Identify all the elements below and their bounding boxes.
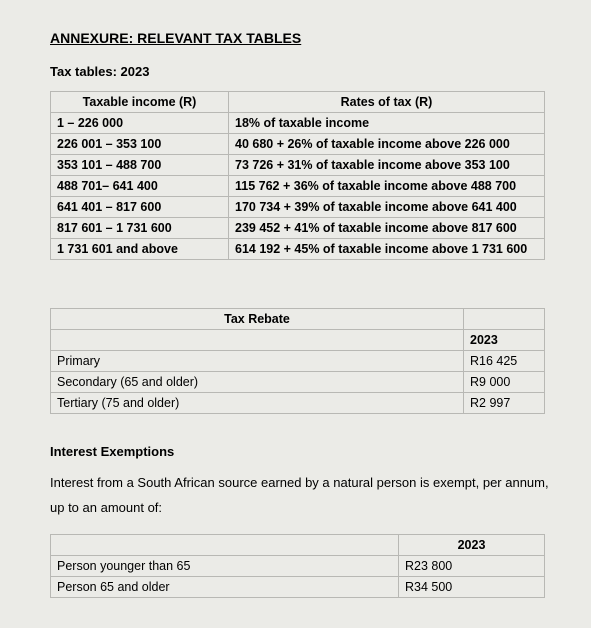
bracket-cell: 641 401 – 817 600 bbox=[51, 197, 229, 218]
table-row: 641 401 – 817 600170 734 + 39% of taxabl… bbox=[51, 197, 545, 218]
rate-cell: 239 452 + 41% of taxable income above 81… bbox=[229, 218, 545, 239]
tax-brackets-table: Taxable income (R) Rates of tax (R) 1 – … bbox=[50, 91, 545, 260]
rebate-header: Tax Rebate bbox=[51, 309, 464, 330]
empty-cell bbox=[51, 330, 464, 351]
table-row: PrimaryR16 425 bbox=[51, 351, 545, 372]
rate-cell: 115 762 + 36% of taxable income above 48… bbox=[229, 176, 545, 197]
exempt-year: 2023 bbox=[399, 535, 545, 556]
empty-cell bbox=[51, 535, 399, 556]
exempt-label: Person 65 and older bbox=[51, 577, 399, 598]
table-row: Person 65 and olderR34 500 bbox=[51, 577, 545, 598]
bracket-cell: 226 001 – 353 100 bbox=[51, 134, 229, 155]
rebate-amount: R2 997 bbox=[464, 393, 545, 414]
table-header-row: Tax Rebate bbox=[51, 309, 545, 330]
bracket-cell: 1 – 226 000 bbox=[51, 113, 229, 134]
rebate-label: Tertiary (75 and older) bbox=[51, 393, 464, 414]
table-row: 2023 bbox=[51, 330, 545, 351]
tax-tables-year-label: Tax tables: 2023 bbox=[50, 64, 561, 79]
tax-rebate-table: Tax Rebate 2023 PrimaryR16 425 Secondary… bbox=[50, 308, 545, 414]
rebate-amount: R9 000 bbox=[464, 372, 545, 393]
table-row: Tertiary (75 and older)R2 997 bbox=[51, 393, 545, 414]
rate-cell: 18% of taxable income bbox=[229, 113, 545, 134]
col-rates-of-tax: Rates of tax (R) bbox=[229, 92, 545, 113]
exempt-label: Person younger than 65 bbox=[51, 556, 399, 577]
table-header-row: Taxable income (R) Rates of tax (R) bbox=[51, 92, 545, 113]
interest-exemptions-text: Interest from a South African source ear… bbox=[50, 471, 561, 520]
table-row: Person younger than 65R23 800 bbox=[51, 556, 545, 577]
table-row: 1 – 226 00018% of taxable income bbox=[51, 113, 545, 134]
table-header-row: 2023 bbox=[51, 535, 545, 556]
interest-exemptions-heading: Interest Exemptions bbox=[50, 444, 561, 459]
table-row: 353 101 – 488 70073 726 + 31% of taxable… bbox=[51, 155, 545, 176]
interest-exemptions-table: 2023 Person younger than 65R23 800 Perso… bbox=[50, 534, 545, 598]
empty-cell bbox=[464, 309, 545, 330]
bracket-cell: 353 101 – 488 700 bbox=[51, 155, 229, 176]
table-row: Secondary (65 and older)R9 000 bbox=[51, 372, 545, 393]
table-row: 226 001 – 353 10040 680 + 26% of taxable… bbox=[51, 134, 545, 155]
exempt-amount: R34 500 bbox=[399, 577, 545, 598]
table-row: 1 731 601 and above614 192 + 45% of taxa… bbox=[51, 239, 545, 260]
rate-cell: 614 192 + 45% of taxable income above 1 … bbox=[229, 239, 545, 260]
rebate-label: Secondary (65 and older) bbox=[51, 372, 464, 393]
rate-cell: 73 726 + 31% of taxable income above 353… bbox=[229, 155, 545, 176]
rebate-amount: R16 425 bbox=[464, 351, 545, 372]
bracket-cell: 488 701– 641 400 bbox=[51, 176, 229, 197]
rebate-label: Primary bbox=[51, 351, 464, 372]
bracket-cell: 817 601 – 1 731 600 bbox=[51, 218, 229, 239]
exempt-amount: R23 800 bbox=[399, 556, 545, 577]
rate-cell: 40 680 + 26% of taxable income above 226… bbox=[229, 134, 545, 155]
bracket-cell: 1 731 601 and above bbox=[51, 239, 229, 260]
col-taxable-income: Taxable income (R) bbox=[51, 92, 229, 113]
rate-cell: 170 734 + 39% of taxable income above 64… bbox=[229, 197, 545, 218]
table-row: 817 601 – 1 731 600239 452 + 41% of taxa… bbox=[51, 218, 545, 239]
annexure-title: ANNEXURE: RELEVANT TAX TABLES bbox=[50, 30, 561, 46]
table-row: 488 701– 641 400115 762 + 36% of taxable… bbox=[51, 176, 545, 197]
rebate-year: 2023 bbox=[464, 330, 545, 351]
